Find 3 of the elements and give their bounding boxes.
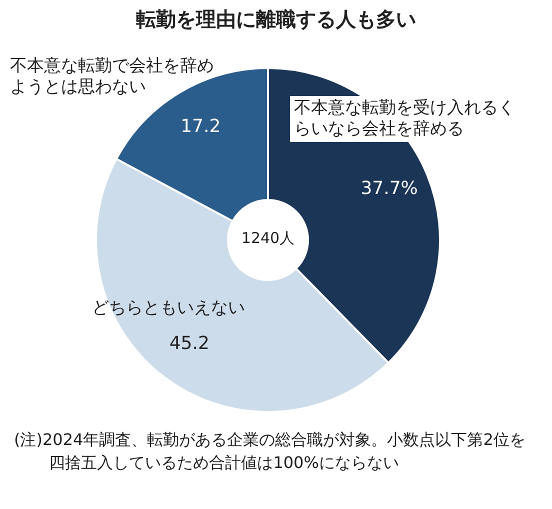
- center-label: 1240人: [240, 229, 296, 248]
- title: 転勤を理由に離職する人も多い: [135, 6, 417, 33]
- note: (注)2024年調査、転勤がある企業の総合職が対象。小数点以下第2位を四捨五入しているため合計値は100%にならない: [14, 429, 526, 474]
